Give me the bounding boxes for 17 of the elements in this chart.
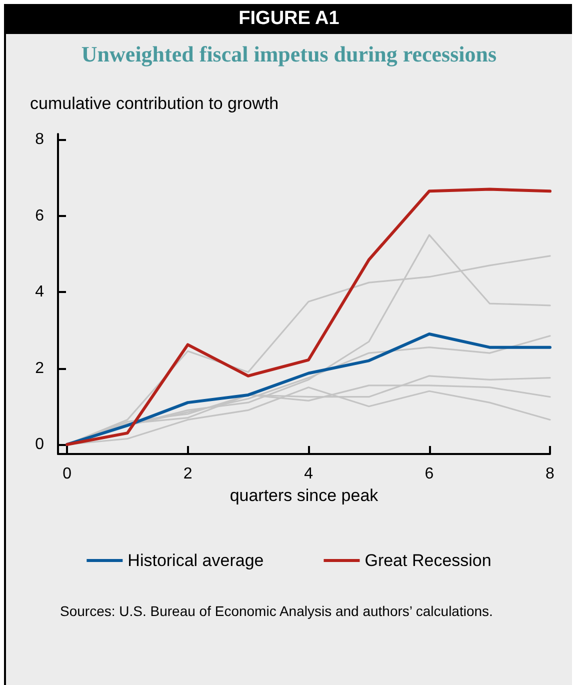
x-tick-label: 6 [424, 466, 434, 482]
caption: FIGURE A1 [6, 4, 572, 34]
legend-label: Historical average [128, 551, 264, 570]
y-tick-label: 2 [35, 360, 44, 377]
x-tick-label: 0 [62, 466, 72, 482]
x-tick-label: 8 [546, 466, 555, 482]
y-tick-label: 6 [35, 207, 44, 224]
legend-label: Great Recession [364, 551, 492, 570]
x-axis-title: quarters since peak [230, 486, 379, 505]
chart-title: Unweighted fiscal impetus during recessions [81, 42, 498, 66]
y-tick-label: 4 [35, 284, 44, 301]
x-tick-label: 2 [183, 466, 192, 482]
y-axis-title: cumulative contribution to growth [30, 94, 279, 113]
y-tick-label: 8 [35, 131, 44, 148]
x-tick-label: 4 [304, 466, 314, 482]
y-tick-label: 0 [35, 436, 44, 453]
source-note: Sources: U.S. Bureau of Economic Analysis and authors’ calculations. [60, 602, 494, 620]
